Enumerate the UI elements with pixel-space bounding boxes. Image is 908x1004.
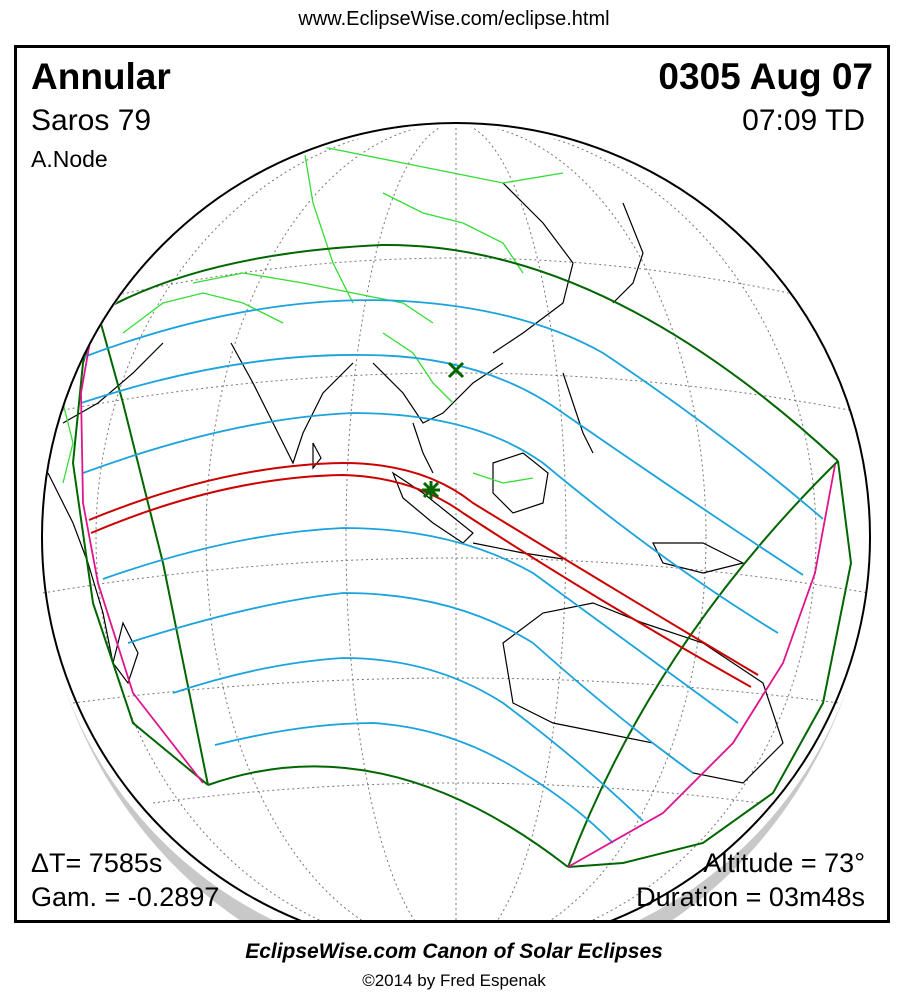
subsolar-point-marker: [447, 361, 465, 379]
philippines: [562, 372, 594, 454]
japan: [612, 202, 644, 304]
sri-lanka: [312, 442, 322, 470]
india-coast: [230, 342, 354, 465]
political-borders: [42, 142, 564, 484]
sunrise-sunset-curves: [80, 312, 836, 868]
new-guinea: [652, 542, 745, 574]
malay-peninsula: [412, 422, 434, 474]
delta-t: ΔT= 7585s: [31, 848, 163, 878]
sunset-curve: [567, 464, 836, 868]
se-asia-coast: [372, 362, 504, 424]
copyright-notice: ©2014 by Fred Espenak: [362, 971, 546, 990]
eclipse-time: 07:09 TD: [742, 104, 865, 137]
borneo: [492, 452, 549, 514]
central-duration: Duration = 03m48s: [636, 882, 865, 912]
korea-china-coast: [492, 182, 574, 354]
australia-coast: [502, 602, 784, 784]
lunar-node: A.Node: [31, 146, 108, 172]
coastlines: [47, 182, 784, 784]
eclipse-type: Annular: [31, 56, 171, 97]
central-path-north-limit: [88, 461, 759, 676]
eclipse-date: 0305 Aug 07: [658, 56, 873, 97]
saros-number: Saros 79: [31, 104, 152, 137]
globe-disc: [42, 123, 870, 920]
sumatra: [391, 471, 474, 544]
sunrise-curve: [80, 312, 204, 784]
penumbral-limits: [71, 243, 853, 868]
globe-outline: [41, 122, 871, 920]
central-path-south-limit: [90, 473, 752, 688]
madagascar: [112, 621, 139, 685]
sun-altitude: Altitude = 73°: [703, 848, 865, 878]
greatest-eclipse-marker: [422, 481, 440, 499]
java: [472, 542, 564, 560]
canon-title: EclipseWise.com Canon of Solar Eclipses: [245, 940, 663, 963]
orthographic-globe-map: [41, 122, 871, 920]
partial-magnitude-isolines: [80, 299, 824, 844]
source-url: www.EclipseWise.com/eclipse.html: [298, 8, 610, 30]
central-path: [88, 461, 759, 688]
gamma-value: Gam. = -0.2897: [31, 882, 220, 912]
eclipse-map-panel: Annular 0305 Aug 07 Saros 79 07:09 TD A.…: [14, 45, 890, 923]
